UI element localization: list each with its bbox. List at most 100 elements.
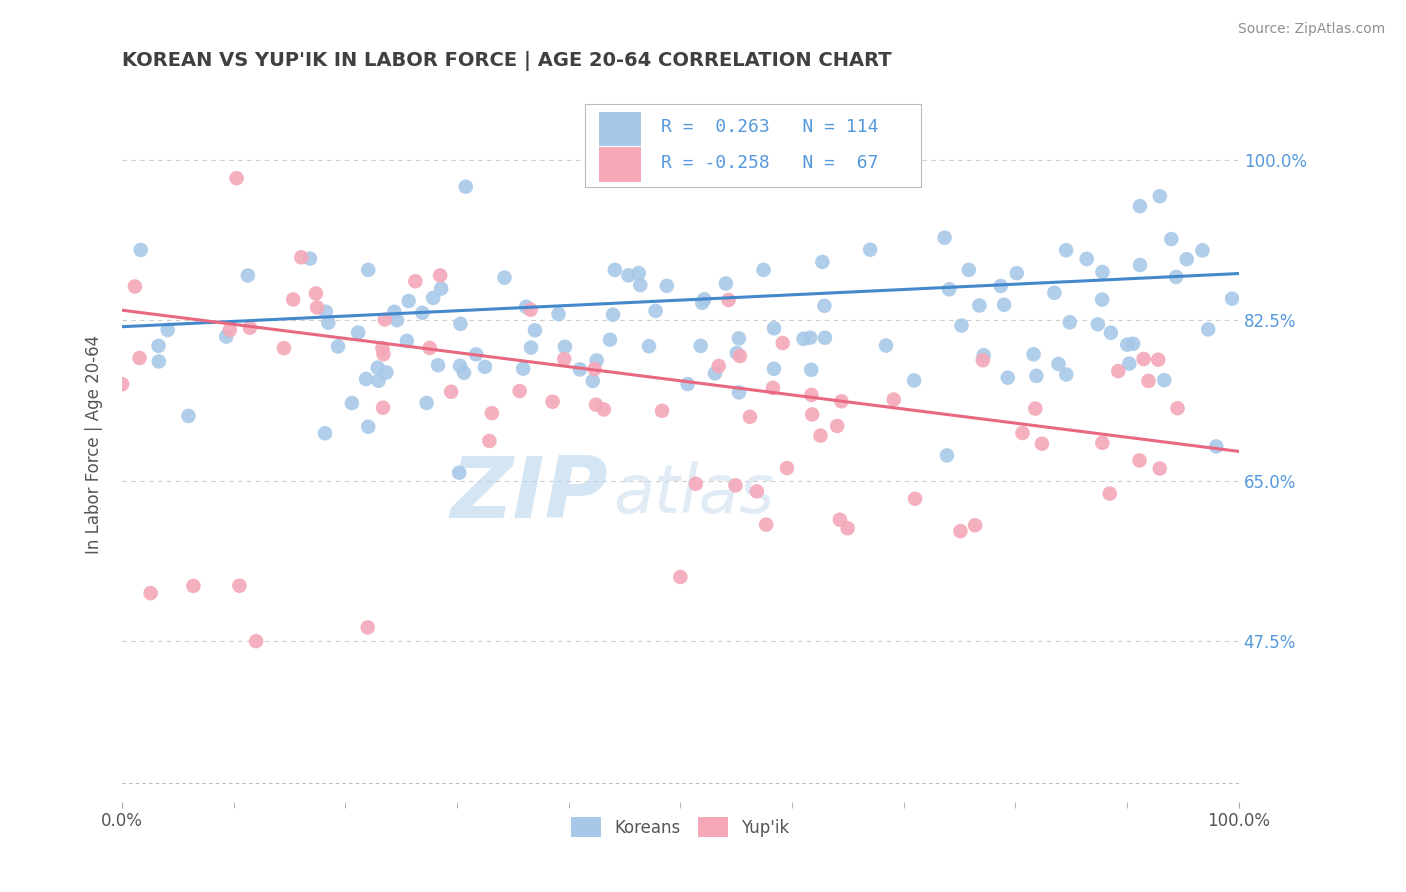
Point: [707, 359, 730, 373]
Point: [354, 372, 377, 386]
Point: [305, 286, 328, 301]
Point: [427, 358, 450, 372]
Point: [1116, 337, 1139, 351]
Point: [509, 384, 531, 398]
Point: [541, 394, 564, 409]
Point: [129, 243, 152, 257]
Point: [481, 406, 503, 420]
Point: [357, 263, 380, 277]
Point: [993, 298, 1015, 312]
Point: [1059, 315, 1081, 329]
Point: [585, 353, 607, 368]
Point: [724, 478, 747, 492]
Point: [553, 351, 575, 366]
Point: [669, 570, 692, 584]
Point: [997, 370, 1019, 384]
Point: [568, 362, 591, 376]
Point: [357, 620, 380, 634]
Point: [357, 419, 380, 434]
Point: [515, 300, 537, 314]
Point: [755, 517, 778, 532]
Text: ZIP: ZIP: [450, 452, 607, 535]
Point: [474, 359, 496, 374]
Point: [762, 381, 785, 395]
Point: [111, 377, 134, 392]
Point: [554, 340, 576, 354]
Point: [762, 361, 785, 376]
Point: [693, 293, 716, 307]
Point: [638, 339, 661, 353]
Point: [949, 524, 972, 538]
Point: [583, 362, 606, 376]
Point: [139, 586, 162, 600]
Point: [1132, 351, 1154, 366]
Point: [965, 518, 987, 533]
Point: [367, 360, 389, 375]
Text: atlas: atlas: [613, 461, 775, 527]
Point: [318, 316, 340, 330]
Point: [728, 385, 751, 400]
Point: [315, 304, 337, 318]
Text: R =  0.263   N = 114: R = 0.263 N = 114: [661, 119, 879, 136]
Point: [813, 299, 835, 313]
Point: [1022, 347, 1045, 361]
Point: [1054, 244, 1077, 258]
Y-axis label: In Labor Force | Age 20-64: In Labor Force | Age 20-64: [86, 334, 103, 554]
Bar: [599, 147, 641, 182]
Bar: [599, 112, 641, 146]
Point: [1149, 461, 1171, 475]
Point: [1147, 352, 1170, 367]
Point: [273, 341, 295, 355]
Point: [935, 449, 957, 463]
Point: [440, 384, 463, 399]
Point: [776, 461, 799, 475]
Point: [1191, 244, 1213, 258]
Point: [957, 263, 980, 277]
Point: [398, 293, 420, 308]
Point: [972, 353, 994, 368]
Point: [449, 317, 471, 331]
Point: [1137, 374, 1160, 388]
Point: [382, 305, 405, 319]
Point: [523, 323, 546, 337]
Point: [799, 331, 821, 345]
Point: [239, 320, 262, 334]
Point: [883, 392, 905, 407]
Point: [1076, 252, 1098, 266]
Text: R = -0.258   N =  67: R = -0.258 N = 67: [661, 154, 879, 172]
Point: [585, 398, 607, 412]
Point: [1220, 292, 1243, 306]
Point: [1087, 318, 1109, 332]
Point: [1153, 373, 1175, 387]
Legend: Koreans, Yup'ik: Koreans, Yup'ik: [565, 811, 796, 843]
Point: [617, 268, 640, 283]
Point: [415, 396, 437, 410]
Point: [1205, 439, 1227, 453]
Point: [298, 252, 321, 266]
Point: [599, 333, 621, 347]
Point: [745, 484, 768, 499]
Point: [973, 348, 995, 362]
Point: [1164, 269, 1187, 284]
Point: [148, 339, 170, 353]
Point: [810, 428, 832, 442]
Point: [714, 277, 737, 291]
Point: [1091, 435, 1114, 450]
FancyBboxPatch shape: [585, 104, 921, 186]
Point: [875, 338, 897, 352]
Point: [449, 466, 471, 480]
Point: [814, 331, 837, 345]
Point: [603, 263, 626, 277]
Point: [347, 326, 370, 340]
Point: [478, 434, 501, 448]
Point: [454, 179, 477, 194]
Point: [602, 308, 624, 322]
Point: [1091, 293, 1114, 307]
Point: [124, 279, 146, 293]
Point: [592, 402, 614, 417]
Point: [547, 307, 569, 321]
Point: [374, 312, 396, 326]
Point: [430, 282, 453, 296]
Point: [404, 274, 426, 288]
Point: [283, 293, 305, 307]
